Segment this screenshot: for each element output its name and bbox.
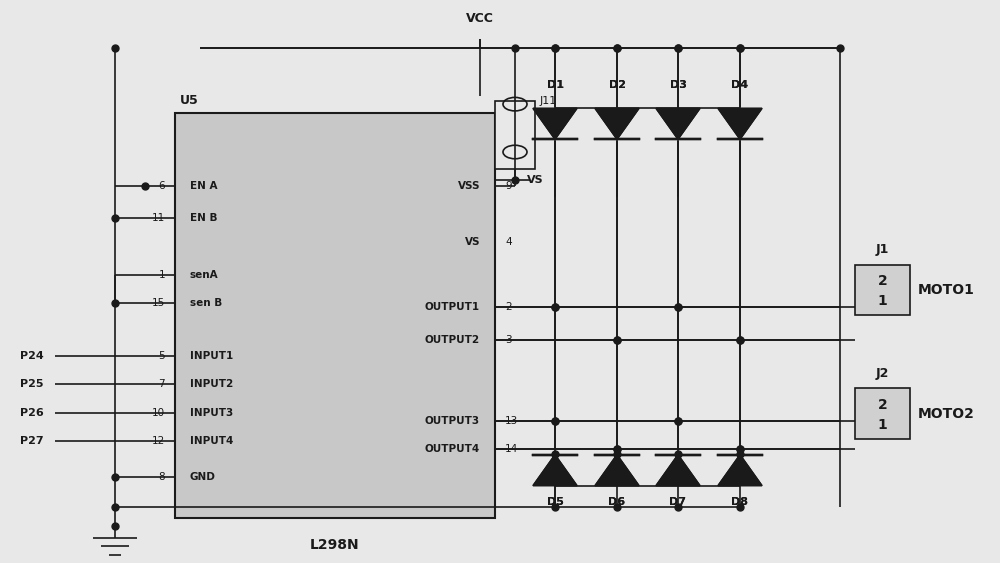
Polygon shape bbox=[533, 108, 577, 139]
Text: D1: D1 bbox=[546, 80, 564, 90]
Text: 15: 15 bbox=[152, 298, 165, 308]
Text: 3: 3 bbox=[505, 334, 512, 345]
Text: sen B: sen B bbox=[190, 298, 222, 308]
Text: INPUT3: INPUT3 bbox=[190, 408, 233, 418]
Text: D2: D2 bbox=[608, 80, 626, 90]
Polygon shape bbox=[595, 108, 639, 139]
Text: VS: VS bbox=[527, 175, 544, 185]
Polygon shape bbox=[533, 455, 577, 485]
Text: J1: J1 bbox=[876, 243, 889, 256]
Polygon shape bbox=[595, 455, 639, 485]
Text: 2: 2 bbox=[878, 274, 887, 288]
Text: 1: 1 bbox=[878, 418, 887, 432]
Polygon shape bbox=[595, 108, 639, 139]
Text: D3: D3 bbox=[670, 80, 686, 90]
Text: OUTPUT3: OUTPUT3 bbox=[425, 415, 480, 426]
Text: 10: 10 bbox=[152, 408, 165, 418]
FancyBboxPatch shape bbox=[855, 265, 910, 315]
FancyBboxPatch shape bbox=[855, 388, 910, 439]
Text: P27: P27 bbox=[20, 436, 44, 446]
Polygon shape bbox=[533, 108, 577, 139]
Text: P26: P26 bbox=[20, 408, 44, 418]
Text: 2: 2 bbox=[505, 302, 512, 312]
Polygon shape bbox=[595, 455, 639, 485]
Text: OUTPUT2: OUTPUT2 bbox=[425, 334, 480, 345]
Text: D6: D6 bbox=[608, 497, 626, 507]
Text: 12: 12 bbox=[152, 436, 165, 446]
Text: 6: 6 bbox=[158, 181, 165, 190]
Text: 1: 1 bbox=[158, 270, 165, 280]
Text: 4: 4 bbox=[505, 238, 512, 247]
FancyBboxPatch shape bbox=[175, 113, 495, 518]
Text: INPUT4: INPUT4 bbox=[190, 436, 233, 446]
Polygon shape bbox=[718, 455, 762, 485]
Text: OUTPUT1: OUTPUT1 bbox=[425, 302, 480, 312]
Polygon shape bbox=[656, 455, 700, 485]
FancyBboxPatch shape bbox=[495, 101, 535, 169]
Polygon shape bbox=[656, 108, 700, 139]
Text: P24: P24 bbox=[20, 351, 44, 361]
Text: 2: 2 bbox=[878, 398, 887, 412]
Text: MOTO1: MOTO1 bbox=[918, 283, 975, 297]
Text: EN A: EN A bbox=[190, 181, 218, 190]
Text: D1: D1 bbox=[546, 80, 564, 90]
Text: J11: J11 bbox=[540, 96, 557, 106]
Text: VCC: VCC bbox=[466, 12, 494, 25]
Text: 11: 11 bbox=[152, 213, 165, 223]
Text: D5: D5 bbox=[547, 497, 563, 507]
Polygon shape bbox=[656, 455, 700, 485]
Text: U5: U5 bbox=[180, 94, 199, 107]
Polygon shape bbox=[718, 108, 762, 139]
Text: MOTO2: MOTO2 bbox=[918, 407, 975, 421]
Text: D4: D4 bbox=[731, 80, 749, 90]
Text: D6: D6 bbox=[608, 497, 626, 507]
Text: 8: 8 bbox=[158, 472, 165, 482]
Text: J2: J2 bbox=[876, 367, 889, 380]
Text: D5: D5 bbox=[547, 497, 563, 507]
Text: VS: VS bbox=[464, 238, 480, 247]
Text: 7: 7 bbox=[158, 379, 165, 389]
Text: 13: 13 bbox=[505, 415, 518, 426]
Text: OUTPUT4: OUTPUT4 bbox=[425, 444, 480, 454]
Text: INPUT2: INPUT2 bbox=[190, 379, 233, 389]
Text: D7: D7 bbox=[670, 497, 686, 507]
Text: VSS: VSS bbox=[458, 181, 480, 190]
Text: 9: 9 bbox=[505, 181, 512, 190]
Text: D8: D8 bbox=[732, 497, 748, 507]
Text: D7: D7 bbox=[670, 497, 686, 507]
Text: INPUT1: INPUT1 bbox=[190, 351, 233, 361]
Text: 5: 5 bbox=[158, 351, 165, 361]
Polygon shape bbox=[718, 108, 762, 139]
Text: 14: 14 bbox=[505, 444, 518, 454]
Polygon shape bbox=[533, 455, 577, 485]
Text: L298N: L298N bbox=[310, 538, 360, 552]
Text: senA: senA bbox=[190, 270, 219, 280]
Text: GND: GND bbox=[190, 472, 216, 482]
Text: 1: 1 bbox=[878, 294, 887, 308]
Polygon shape bbox=[656, 108, 700, 139]
Text: D2: D2 bbox=[608, 80, 626, 90]
Text: D8: D8 bbox=[732, 497, 748, 507]
Text: P25: P25 bbox=[20, 379, 44, 389]
Polygon shape bbox=[718, 455, 762, 485]
Text: EN B: EN B bbox=[190, 213, 218, 223]
Text: D3: D3 bbox=[670, 80, 686, 90]
Text: D4: D4 bbox=[731, 80, 749, 90]
